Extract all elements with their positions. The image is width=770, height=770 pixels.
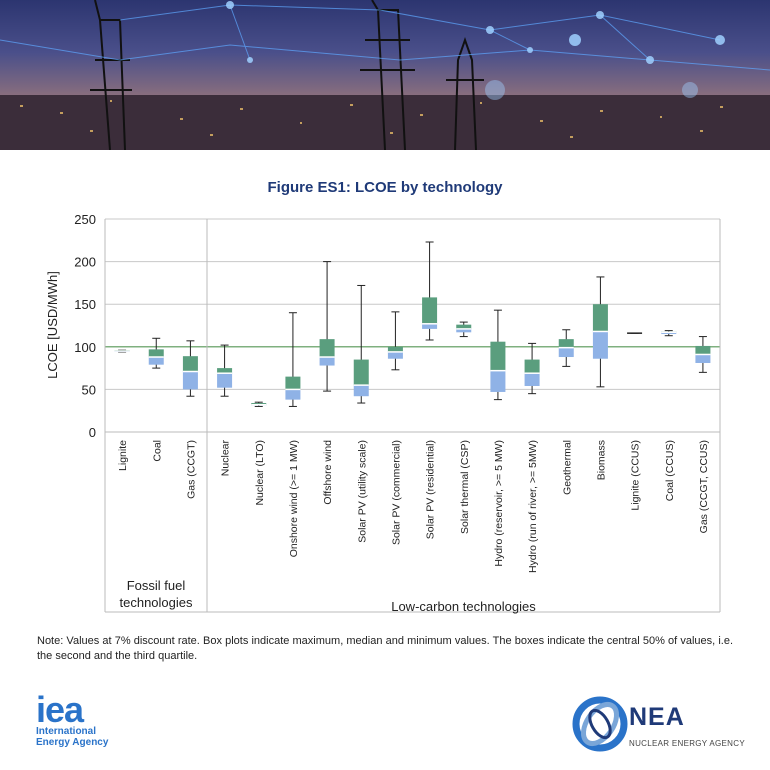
box-lower-8 [387,351,403,359]
x-label-14: Biomass [595,440,607,480]
box-lower-3 [217,373,233,388]
box-upper-3 [217,368,233,374]
group-label-1-0: Low-carbon technologies [391,599,536,614]
y-tick-50: 50 [82,382,96,397]
y-tick-100: 100 [74,340,96,355]
x-label-0: Lignite [117,440,129,471]
y-tick-200: 200 [74,255,96,270]
figure-note: Note: Values at 7% discount rate. Box pl… [37,635,733,662]
chart-title: Figure ES1: LCOE by technology [267,179,503,196]
nea-subtitle: NUCLEAR ENERGY AGENCY [629,739,745,748]
box-upper-1 [148,349,164,358]
box-lower-9 [422,323,438,329]
group-labels: Fossil fuel technologies Low-carbon techno… [120,578,537,614]
box-lower-1 [148,357,164,365]
iea-logo: iea International Energy Agency [36,689,156,749]
box-upper-8 [387,346,403,352]
y-tick-labels: 0 50 100 150 200 250 [74,212,96,440]
y-tick-0: 0 [89,425,96,440]
iea-name-line1: International [36,726,97,737]
group-label-0-0: Fossil fuel [127,578,186,593]
x-label-1: Coal [151,440,163,462]
x-label-9: Solar PV (residential) [425,440,437,539]
y-tick-150: 150 [74,297,96,312]
header-photo [0,0,770,150]
box-lower-17 [695,354,711,363]
box-lower-13 [558,347,574,358]
box-plots [114,241,711,407]
box-upper-11 [490,341,506,371]
power-lines-illustration [0,0,770,150]
y-tick-250: 250 [74,212,96,227]
box-lower-7 [353,385,369,397]
x-label-6: Offshore wind [322,440,334,505]
box-lower-12 [524,373,540,386]
category-frame [104,219,721,613]
iea-name-line2: Energy Agency [36,737,109,748]
x-label-16: Coal (CCUS) [664,440,676,501]
box-lower-16 [661,332,677,335]
gridlines [105,218,720,433]
nea-wordmark: NEA [629,703,685,731]
x-label-4: Nuclear (LTO) [254,440,266,506]
box-lower-2 [182,371,198,390]
nea-emblem-icon [572,696,628,752]
lcoe-boxplot-chart: 0 50 100 150 200 250 LCOE [USD/MWh] Lignite Co… [45,212,721,614]
box-lower-6 [319,357,335,366]
box-upper-17 [695,345,711,355]
box-upper-14 [592,304,608,332]
x-label-7: Solar PV (utility scale) [356,440,368,543]
nea-logo: NEA NUCLEAR ENERGY AGENCY [572,695,752,755]
box-upper-13 [558,339,574,348]
box-upper-4 [251,403,267,405]
box-upper-12 [524,359,540,374]
box-upper-10 [456,324,472,329]
box-lower-11 [490,370,506,392]
x-label-5: Onshore wind (>= 1 MW) [288,440,300,557]
box-lower-5 [285,389,301,400]
box-upper-5 [285,376,301,390]
x-label-13: Geothermal [561,440,573,495]
x-category-labels: Lignite Coal Gas (CCGT) Nuclear Nuclear (LTO… [117,440,710,574]
x-label-2: Gas (CCGT) [185,440,197,499]
x-label-12: Hydro (run of river, >= 5MW) [527,440,539,573]
box-upper-6 [319,339,335,358]
x-label-11: Hydro (reservoir, >= 5 MW) [493,440,505,567]
x-label-15: Lignite (CCUS) [630,440,642,511]
x-label-17: Gas (CCGT, CCUS) [698,440,710,533]
group-label-0-1: technologies [120,595,193,610]
box-lower-14 [592,331,608,359]
x-label-3: Nuclear [220,440,232,477]
iea-wordmark: iea [36,689,84,730]
box-upper-9 [422,297,438,324]
box-upper-2 [182,356,198,372]
x-label-10: Solar thermal (CSP) [459,440,471,534]
y-axis-label: LCOE [USD/MWh] [45,271,60,379]
box-lower-10 [456,328,472,333]
x-label-8: Solar PV (commercial) [390,440,402,545]
box-upper-7 [353,359,369,386]
